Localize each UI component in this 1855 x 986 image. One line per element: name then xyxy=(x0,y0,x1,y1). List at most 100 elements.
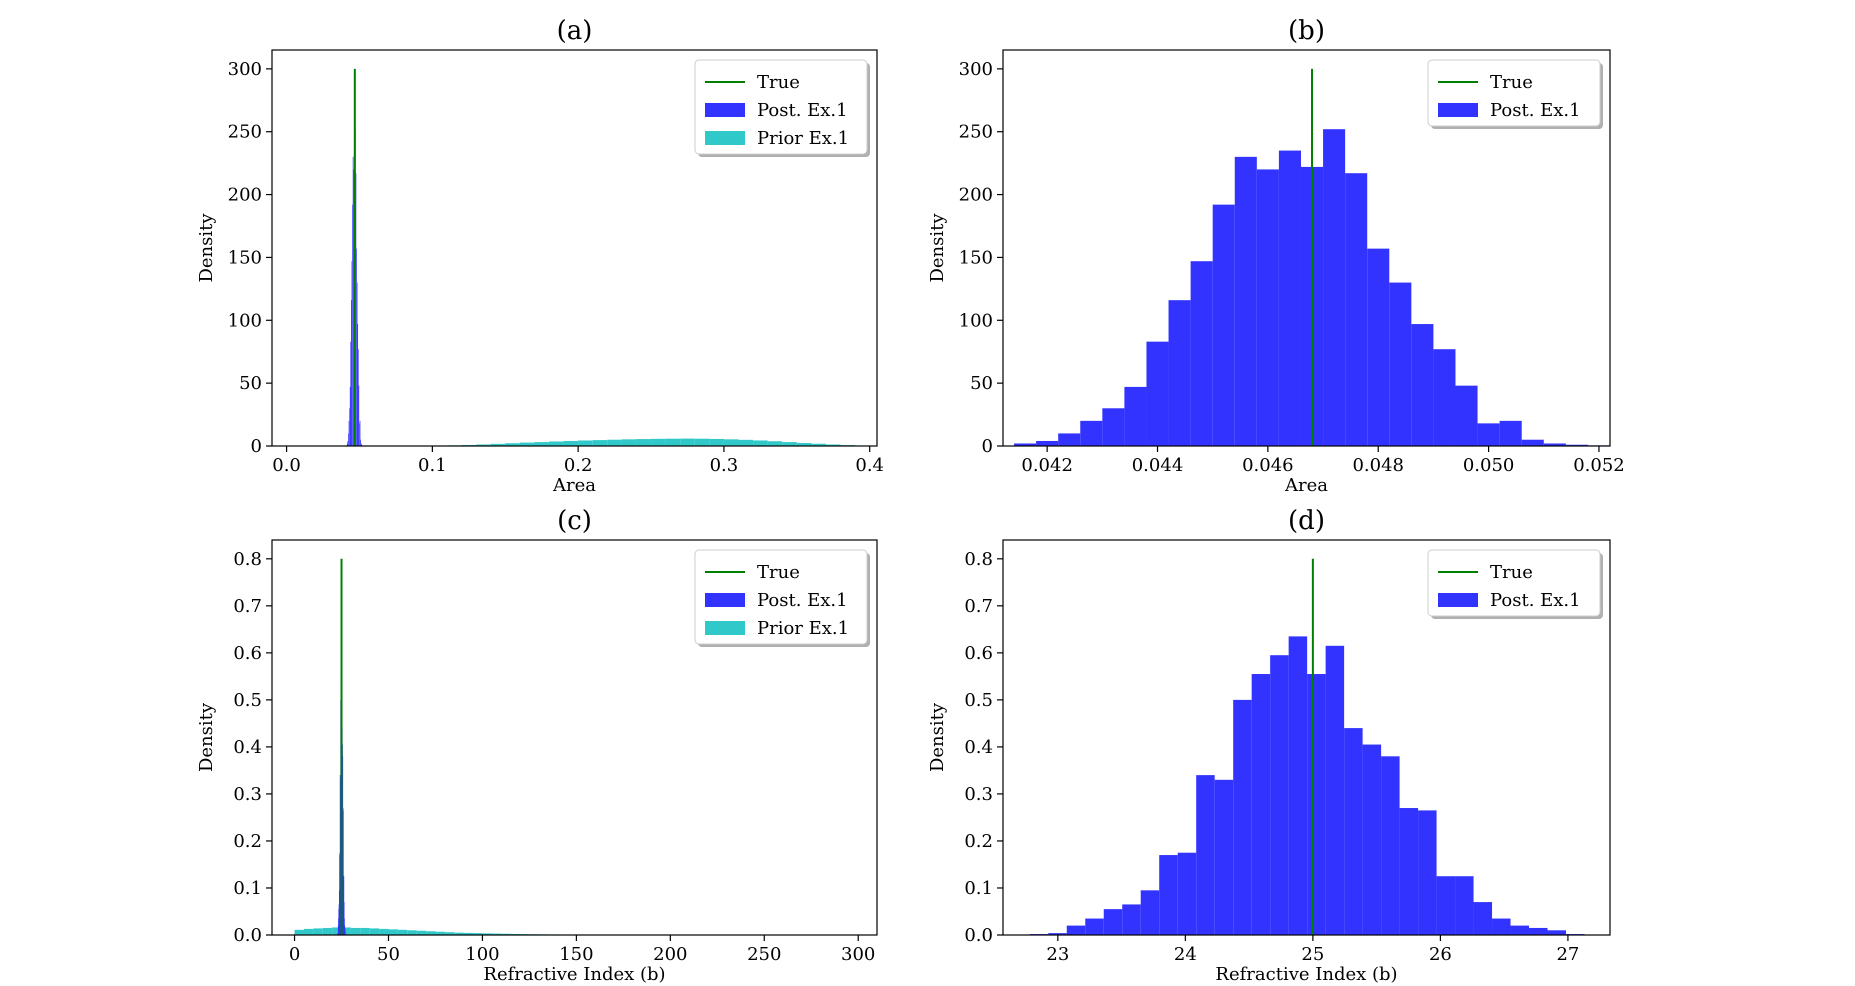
x-axis-label: Area xyxy=(1284,475,1328,496)
histogram-bar xyxy=(332,927,342,935)
y-tick-label: 0.2 xyxy=(233,831,262,852)
y-axis-label: Density xyxy=(927,213,948,283)
histogram-bar xyxy=(1102,408,1125,446)
axes-frame xyxy=(271,539,878,936)
histogram-bar xyxy=(1436,876,1456,935)
histogram-bar xyxy=(1124,386,1147,446)
legend-label: Post. Ex.1 xyxy=(757,100,848,121)
histogram-bar xyxy=(1233,699,1252,935)
panel-title: (c) xyxy=(557,506,592,536)
series-prior-ex-1 xyxy=(294,927,859,935)
histogram-bar xyxy=(1177,852,1197,935)
histogram-bar xyxy=(665,438,681,446)
y-tick-label: 0.3 xyxy=(233,784,262,805)
histogram-bar xyxy=(360,443,362,446)
histogram-bar xyxy=(1345,173,1368,446)
series-post-ex-1 xyxy=(1029,636,1585,935)
histogram-bar xyxy=(636,439,652,446)
histogram-bar xyxy=(1492,918,1511,935)
x-tick-label: 200 xyxy=(653,944,687,965)
histogram-bar xyxy=(519,442,535,446)
histogram-bar xyxy=(407,930,417,935)
histogram-bar xyxy=(454,932,464,935)
histogram-bar xyxy=(351,261,353,446)
y-tick-label: 0.5 xyxy=(233,690,262,711)
histogram-bar xyxy=(482,933,492,935)
legend-label: Post. Ex.1 xyxy=(1490,100,1581,121)
histogram-bar xyxy=(1066,925,1086,935)
plot-area xyxy=(1029,558,1585,935)
x-tick-label: 0 xyxy=(289,944,300,965)
x-axis-label: Refractive Index (b) xyxy=(483,964,665,985)
legend-patch-swatch xyxy=(1438,103,1478,117)
legend: True Post. Ex.1 xyxy=(1427,59,1603,129)
histogram-bar xyxy=(1214,779,1234,935)
y-tick-label: 150 xyxy=(228,247,262,268)
histogram-bar xyxy=(1433,349,1456,446)
histogram-bar xyxy=(444,932,455,935)
histogram-bar xyxy=(341,927,351,935)
histogram-bar xyxy=(1168,300,1191,446)
legend: True Post. Ex.1 Prior Ex.1 xyxy=(694,59,870,157)
histogram-bar xyxy=(349,408,350,446)
y-tick-label: 100 xyxy=(228,310,262,331)
y-tick-label: 0.4 xyxy=(964,737,993,758)
y-tick-label: 0.1 xyxy=(233,878,262,899)
x-tick-label: 150 xyxy=(559,944,593,965)
legend-label: Prior Ex.1 xyxy=(757,618,849,639)
y-tick-label: 0.0 xyxy=(964,925,993,946)
histogram-bar xyxy=(1521,439,1544,446)
histogram-bar xyxy=(1036,440,1059,446)
histogram-bar xyxy=(1278,150,1301,446)
histogram-bar xyxy=(1367,248,1390,446)
histogram-bar xyxy=(1196,775,1215,935)
histogram-bar xyxy=(343,810,344,935)
y-tick-label: 0.1 xyxy=(964,878,993,899)
x-tick-label: 50 xyxy=(377,944,400,965)
x-tick-label: 300 xyxy=(841,944,875,965)
histogram-bar xyxy=(1270,655,1289,935)
histogram-bar xyxy=(534,442,549,446)
histogram-bar xyxy=(426,931,436,935)
histogram-bar xyxy=(563,440,579,446)
y-tick-label: 0.0 xyxy=(233,925,262,946)
histogram-bar xyxy=(388,929,398,935)
histogram-bar xyxy=(1477,423,1500,446)
y-axis-label: Density xyxy=(196,213,217,283)
histogram-bar xyxy=(1014,443,1037,446)
legend-label: Post. Ex.1 xyxy=(1490,590,1581,611)
legend-label: True xyxy=(1490,72,1533,93)
histogram-bar xyxy=(1565,444,1588,446)
histogram-bar xyxy=(351,300,352,446)
histogram-bar xyxy=(463,932,474,935)
histogram-bar xyxy=(358,349,359,446)
histogram-bar xyxy=(1159,855,1178,935)
x-axis-label: Area xyxy=(552,475,596,496)
histogram-bar xyxy=(350,341,352,446)
histogram-bar xyxy=(348,433,349,446)
histogram-bar xyxy=(501,933,511,935)
panel-title: (a) xyxy=(557,16,593,46)
histogram-bar xyxy=(1362,744,1382,935)
histogram-bar xyxy=(592,440,608,446)
legend: True Post. Ex.1 Prior Ex.1 xyxy=(694,549,870,647)
histogram-bar xyxy=(1473,902,1493,935)
histogram-bar xyxy=(1399,808,1419,935)
histogram-bar xyxy=(344,930,346,935)
histogram-bar xyxy=(355,173,357,446)
histogram-bar xyxy=(1212,204,1235,446)
y-axis-label: Density xyxy=(196,702,217,772)
y-tick-label: 300 xyxy=(959,59,993,80)
histogram-bar xyxy=(352,156,354,446)
x-axis-label: Refractive Index (b) xyxy=(1215,964,1397,985)
histogram-bar xyxy=(578,440,593,446)
y-tick-label: 0.6 xyxy=(233,643,262,664)
axes-frame xyxy=(1002,49,1611,447)
x-tick-label: 0.050 xyxy=(1463,455,1515,476)
panel-title: (d) xyxy=(1288,506,1325,536)
plot-area xyxy=(346,68,877,446)
plot-area xyxy=(1014,68,1610,446)
histogram-bar xyxy=(1323,129,1346,446)
histogram-bar xyxy=(796,442,812,446)
x-tick-label: 0.042 xyxy=(1021,455,1073,476)
